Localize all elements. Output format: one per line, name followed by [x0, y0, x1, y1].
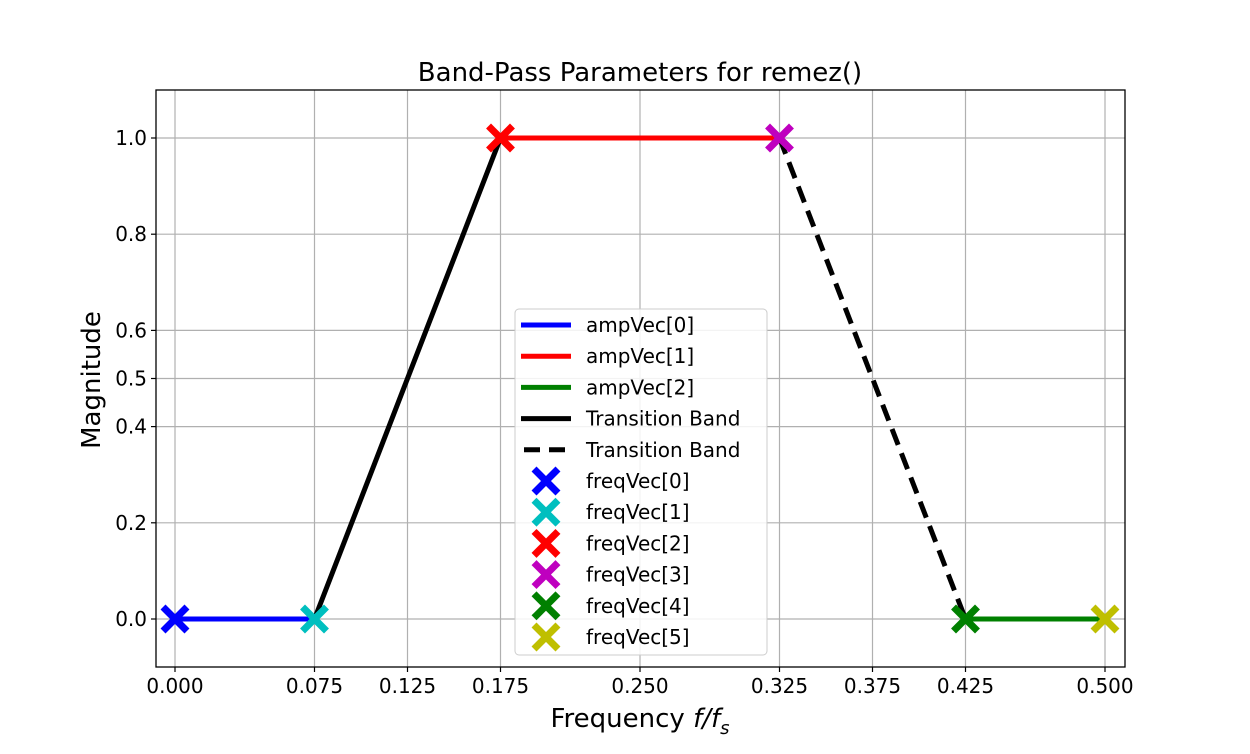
y-tick-label: 0.4 [115, 415, 147, 439]
series-line [312, 137, 503, 620]
legend-box [514, 308, 768, 656]
legend-label: freqVec[3] [586, 563, 690, 587]
x-axis-label: Frequency f/fs [550, 704, 729, 739]
legend-item: ampVec[0] [521, 313, 694, 337]
legend-label: Transition Band [585, 438, 740, 462]
legend-label: freqVec[0] [586, 469, 690, 493]
legend-label: ampVec[2] [586, 375, 694, 399]
x-marker-icon [486, 123, 515, 153]
legend-label: freqVec[1] [586, 500, 690, 524]
y-tick-label: 0.6 [115, 318, 147, 342]
legend-item: ampVec[1] [521, 344, 694, 368]
y-tick-label: 0.5 [115, 367, 147, 391]
y-axis-ticks: 0.0 0.2 0.4 0.5 0.6 0.8 1.0 [115, 126, 156, 631]
x-tick-label: 0.250 [611, 674, 668, 698]
x-marker-icon [765, 123, 794, 153]
legend-label: ampVec[1] [586, 344, 694, 368]
x-tick-label: 0.500 [1076, 674, 1133, 698]
plot-area [160, 123, 1120, 634]
legend-item: freqVec[3] [531, 560, 690, 590]
legend-marker-icon [531, 528, 561, 558]
x-tick-label: 0.125 [379, 674, 436, 698]
x-marker-icon [160, 604, 190, 634]
legend-marker-icon [531, 591, 561, 621]
legend-item: freqVec[4] [531, 591, 690, 621]
x-tick-label: 0.375 [844, 674, 901, 698]
series-line [777, 137, 968, 620]
legend-marker-icon [531, 466, 561, 496]
x-axis-ticks: 0.000 0.075 0.125 0.175 0.250 0.325 0.375 0.425… [146, 667, 1134, 698]
legend-item: Transition Band [521, 407, 740, 431]
legend-label: freqVec[2] [586, 531, 690, 555]
chart-title: Band-Pass Parameters for remez() [418, 58, 862, 88]
x-marker-icon [951, 604, 980, 634]
legend-item: freqVec[2] [531, 528, 690, 558]
y-tick-label: 0.2 [115, 511, 147, 535]
x-marker-icon [1090, 604, 1120, 634]
legend-marker-icon [531, 622, 561, 652]
x-tick-label: 0.175 [472, 674, 529, 698]
y-tick-label: 0.8 [115, 222, 147, 246]
y-tick-label: 1.0 [115, 126, 147, 150]
y-axis-label: Magnitude [77, 311, 107, 449]
x-tick-label: 0.325 [751, 674, 808, 698]
legend-label: ampVec[0] [586, 313, 694, 337]
x-tick-label: 0.075 [286, 674, 343, 698]
legend-item: freqVec[5] [531, 622, 690, 652]
legend-marker-icon [531, 497, 561, 527]
legend-item: Transition Band [524, 438, 740, 462]
legend-label: freqVec[5] [586, 625, 690, 649]
legend-marker-icon [531, 560, 561, 590]
legend-label: freqVec[4] [586, 594, 690, 618]
x-tick-label: 0.425 [937, 674, 994, 698]
legend-item: freqVec[0] [531, 466, 690, 496]
legend: ampVec[0] ampVec[1] ampVec[2] Transition Ba… [514, 308, 768, 656]
legend-item: freqVec[1] [531, 497, 690, 527]
y-tick-label: 0.0 [115, 607, 147, 631]
x-tick-label: 0.000 [146, 674, 203, 698]
legend-item: ampVec[2] [521, 375, 694, 399]
x-marker-icon [300, 604, 329, 634]
legend-label: Transition Band [585, 407, 740, 431]
